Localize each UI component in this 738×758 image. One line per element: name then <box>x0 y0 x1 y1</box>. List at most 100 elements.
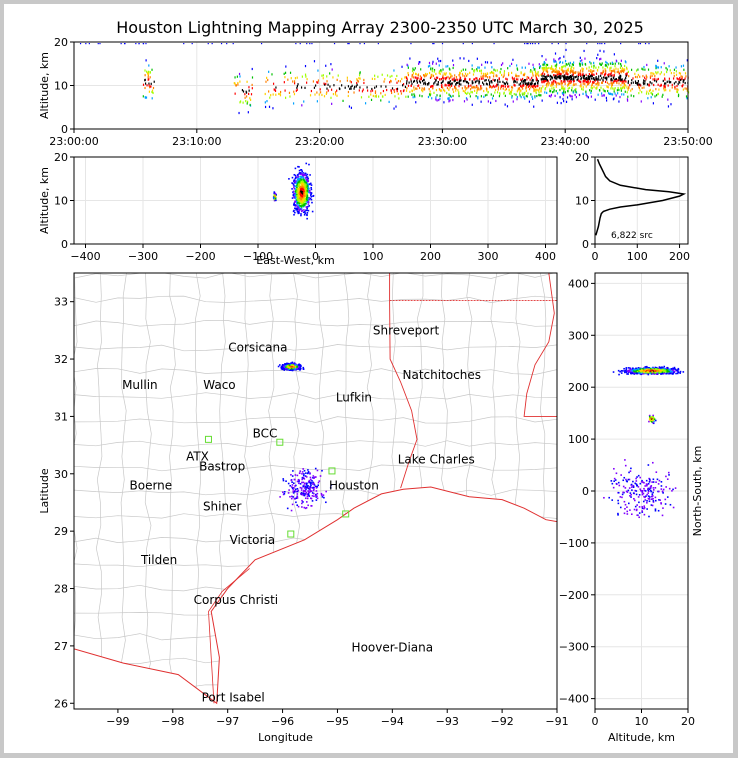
at-source-point <box>572 84 574 87</box>
at-source-point <box>530 83 533 86</box>
at-source-point <box>356 79 358 82</box>
ew-source-point <box>296 200 298 203</box>
map-xtick-label: −94 <box>381 715 404 728</box>
map-source-point <box>318 480 321 482</box>
at-source-point <box>433 68 436 72</box>
at-source-point <box>449 76 452 79</box>
at-source-point <box>575 91 578 94</box>
at-source-point <box>680 65 683 68</box>
ns-source-point <box>667 369 669 371</box>
at-source-point <box>477 66 479 69</box>
ew-source-point <box>301 185 304 187</box>
at-source-point <box>463 57 465 60</box>
at-source-point <box>591 74 593 77</box>
at-source-point <box>323 95 326 98</box>
ew-source-point <box>303 190 305 193</box>
at-source-point <box>635 81 637 85</box>
at-source-point <box>593 81 595 84</box>
at-source-point <box>465 97 468 100</box>
at-source-point <box>489 76 491 79</box>
at-source-point <box>395 78 397 81</box>
at-source-point <box>233 82 235 85</box>
at-source-point <box>649 88 651 92</box>
at-source-point <box>677 94 680 98</box>
ew-ylabel: Altitude, km <box>38 167 51 234</box>
map-source-point <box>290 473 292 476</box>
at-source-point <box>238 111 240 115</box>
at-source-point <box>598 82 600 85</box>
at-source-point <box>576 78 578 82</box>
ns-source-point <box>638 501 640 504</box>
ns-source-point <box>647 489 650 492</box>
ns-source-point <box>668 372 670 374</box>
at-source-point <box>569 64 571 67</box>
at-source-point <box>524 79 527 82</box>
at-source-point <box>473 78 476 81</box>
city-label: Corsicana <box>228 341 287 355</box>
ns-source-point <box>646 500 648 502</box>
ew-xtick-label: 400 <box>535 250 556 263</box>
at-source-point <box>508 92 511 95</box>
map-source-point <box>296 365 298 368</box>
at-source-point <box>370 90 372 93</box>
at-source-point <box>463 78 466 81</box>
at-source-point <box>604 69 607 72</box>
at-source-point <box>480 100 482 103</box>
ns-source-point <box>644 485 646 487</box>
at-source-point <box>655 64 657 67</box>
ns-xtick-label: 0 <box>592 715 599 728</box>
at-source-point <box>601 77 603 80</box>
at-source-point <box>386 74 389 77</box>
ns-source-point <box>618 373 620 376</box>
at-source-point <box>428 71 431 75</box>
at-source-point <box>686 89 688 92</box>
at-source-point <box>671 83 673 87</box>
at-source-point <box>646 76 648 79</box>
ns-source-point <box>662 492 664 494</box>
map-source-point <box>291 362 294 364</box>
at-source-point <box>617 79 619 82</box>
ns-source-point <box>627 373 629 375</box>
city-label: Shiner <box>203 499 242 513</box>
at-source-point <box>547 82 549 85</box>
at-source-point <box>480 69 483 72</box>
at-source-point <box>244 93 246 96</box>
at-source-point <box>470 90 472 94</box>
at-source-point <box>414 95 416 99</box>
at-source-point <box>554 75 556 78</box>
ew-source-point <box>307 180 310 182</box>
ew-source-point <box>302 199 305 202</box>
ns-source-point <box>650 373 653 375</box>
at-source-point <box>625 74 627 77</box>
at-source-point <box>661 95 663 98</box>
at-source-point <box>638 43 640 45</box>
at-source-point <box>618 72 620 75</box>
at-source-point <box>653 83 655 87</box>
at-source-point <box>429 90 431 93</box>
at-source-point <box>648 92 650 95</box>
ew-source-point <box>299 173 302 175</box>
ns-source-point <box>641 506 644 508</box>
at-source-point <box>535 91 537 94</box>
at-source-point <box>677 78 679 81</box>
at-source-point <box>558 72 560 75</box>
ew-source-point <box>305 174 307 177</box>
at-source-point <box>428 81 430 85</box>
ns-source-point <box>675 372 677 375</box>
at-source-point <box>251 87 253 90</box>
at-source-point <box>316 91 318 94</box>
ew-source-point <box>296 210 299 213</box>
at-source-point <box>361 90 364 93</box>
at-source-point <box>284 71 287 74</box>
ew-source-point <box>301 199 304 201</box>
ns-source-point <box>647 482 650 485</box>
at-source-point <box>612 69 614 73</box>
ew-source-point <box>299 205 302 207</box>
at-source-point <box>587 80 589 83</box>
at-source-point <box>522 82 524 85</box>
at-source-point <box>640 100 642 103</box>
ew-source-point <box>308 183 311 185</box>
at-source-point <box>651 82 653 85</box>
map-source-point <box>290 366 292 369</box>
ns-source-point <box>640 372 642 374</box>
